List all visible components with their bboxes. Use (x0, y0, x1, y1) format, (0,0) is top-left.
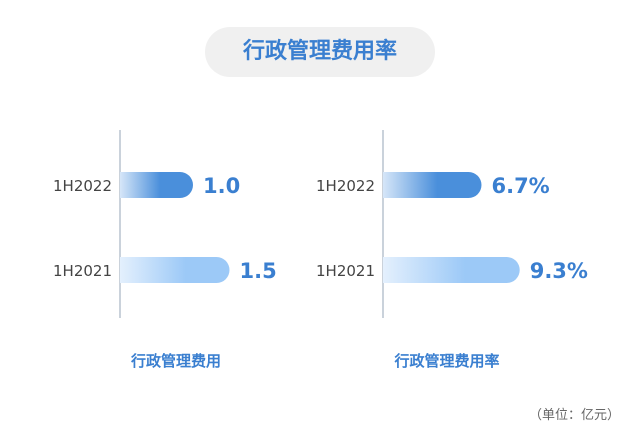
category-label: 1H2021 (53, 262, 112, 280)
bar (383, 257, 520, 283)
data-label: 1.5 (240, 259, 277, 283)
category-label: 1H2022 (53, 177, 112, 195)
bar (383, 172, 482, 198)
chart-title: 行政管理费用率 (205, 27, 435, 77)
bar (120, 257, 230, 283)
bar (120, 172, 193, 198)
data-label: 1.0 (203, 174, 240, 198)
x-axis-label: 行政管理费用率 (393, 352, 499, 370)
data-label: 6.7% (491, 174, 549, 198)
category-label: 1H2021 (316, 262, 375, 280)
category-label: 1H2022 (316, 177, 375, 195)
data-label: 9.3% (530, 259, 588, 283)
unit-note: （单位：亿元） (528, 408, 620, 423)
x-axis-label: 行政管理费用 (130, 352, 221, 370)
